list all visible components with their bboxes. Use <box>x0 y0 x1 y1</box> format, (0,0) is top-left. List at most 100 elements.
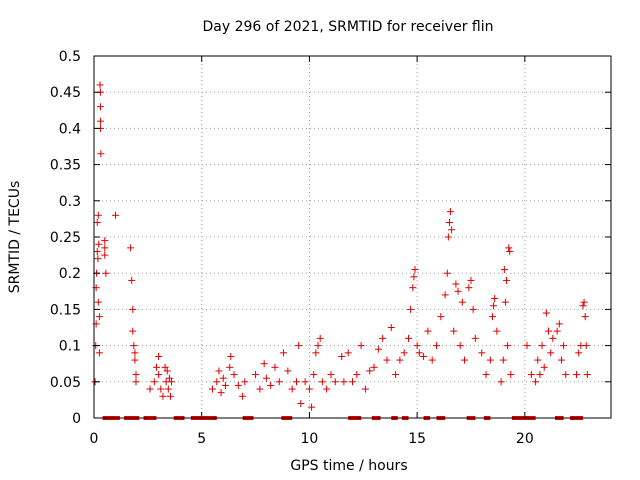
y-tick-label: 0.3 <box>59 194 81 210</box>
data-point <box>129 327 137 335</box>
data-point <box>424 327 432 335</box>
data-point <box>420 352 428 360</box>
y-tick-label: 0.2 <box>59 266 81 282</box>
data-point <box>168 378 176 386</box>
x-axis-label: GPS time / hours <box>290 458 407 474</box>
data-point <box>94 298 102 306</box>
data-point <box>241 378 249 386</box>
data-point <box>297 400 305 408</box>
data-point <box>553 327 561 335</box>
data-point <box>308 403 316 411</box>
y-tick-label: 0.4 <box>59 121 81 137</box>
data-point <box>407 305 415 313</box>
data-point <box>93 219 101 227</box>
data-point <box>213 378 221 386</box>
data-point <box>582 342 590 350</box>
data-point <box>410 273 418 281</box>
data-point <box>152 363 160 371</box>
data-point <box>580 298 588 306</box>
data-point <box>383 356 391 364</box>
data-point <box>489 313 497 321</box>
x-tick-label: 5 <box>197 431 206 447</box>
data-point <box>157 385 165 393</box>
data-point <box>239 392 247 400</box>
data-point <box>411 266 419 274</box>
data-point <box>490 302 498 310</box>
y-tick-label: 0.35 <box>50 158 81 174</box>
data-point <box>327 371 335 379</box>
x-tick-label: 15 <box>408 431 426 447</box>
data-point <box>491 295 499 303</box>
data-point <box>469 305 477 313</box>
data-point <box>405 334 413 342</box>
data-point <box>575 349 583 357</box>
y-tick-label: 0.1 <box>59 339 81 355</box>
data-point <box>316 334 324 342</box>
data-point <box>163 367 171 375</box>
data-point <box>331 378 339 386</box>
data-point <box>379 334 387 342</box>
data-point <box>101 244 109 252</box>
data-point <box>127 244 135 252</box>
data-point <box>131 349 139 357</box>
chart-title: Day 296 of 2021, SRMTID for receiver fli… <box>203 19 494 35</box>
data-point <box>227 352 235 360</box>
data-point <box>504 342 512 350</box>
data-point <box>506 247 514 255</box>
data-point <box>292 378 300 386</box>
data-point <box>450 327 458 335</box>
data-point <box>155 371 163 379</box>
x-tick-label: 20 <box>516 431 534 447</box>
data-point <box>96 117 104 125</box>
data-point <box>532 378 540 386</box>
data-point <box>226 363 234 371</box>
data-point <box>452 280 460 288</box>
data-point <box>409 284 417 292</box>
data-point <box>230 371 238 379</box>
data-point <box>428 356 436 364</box>
data-point <box>499 356 507 364</box>
data-point <box>130 342 138 350</box>
data-point <box>208 385 216 393</box>
data-point <box>478 349 486 357</box>
data-point <box>505 244 513 252</box>
data-point <box>540 363 548 371</box>
data-point <box>497 378 505 386</box>
data-point <box>252 371 260 379</box>
y-tick-label: 0.15 <box>50 302 81 318</box>
data-point <box>271 363 279 371</box>
data-point <box>132 378 140 386</box>
data-point <box>323 385 331 393</box>
data-point <box>94 255 102 263</box>
data-point <box>219 374 227 382</box>
data-point <box>234 381 242 389</box>
data-point <box>267 381 275 389</box>
data-point <box>314 342 322 350</box>
data-point <box>437 313 445 321</box>
data-point <box>547 349 555 357</box>
axis-ticks: 0 0.05 0.1 0.15 0.2 0.25 0.3 0.35 0.4 0.45 0.5 0 5 10… <box>50 49 611 447</box>
data-point <box>129 305 137 313</box>
data-point <box>96 81 104 89</box>
x-tick-label: 10 <box>301 431 319 447</box>
data-point <box>165 374 173 382</box>
x-tick-label: 0 <box>90 431 99 447</box>
data-point <box>217 389 225 397</box>
data-point <box>166 392 174 400</box>
data-point <box>523 342 531 350</box>
data-point <box>501 298 509 306</box>
data-points <box>91 81 591 420</box>
data-point <box>366 367 374 375</box>
data-point <box>538 342 546 350</box>
data-point <box>471 334 479 342</box>
data-point <box>370 363 378 371</box>
data-point <box>260 360 268 368</box>
data-point <box>146 385 154 393</box>
data-point <box>94 211 102 219</box>
data-point <box>155 352 163 360</box>
data-point <box>534 356 542 364</box>
data-point <box>583 371 591 379</box>
data-point <box>256 385 264 393</box>
data-point <box>387 324 395 331</box>
data-point <box>415 349 423 357</box>
